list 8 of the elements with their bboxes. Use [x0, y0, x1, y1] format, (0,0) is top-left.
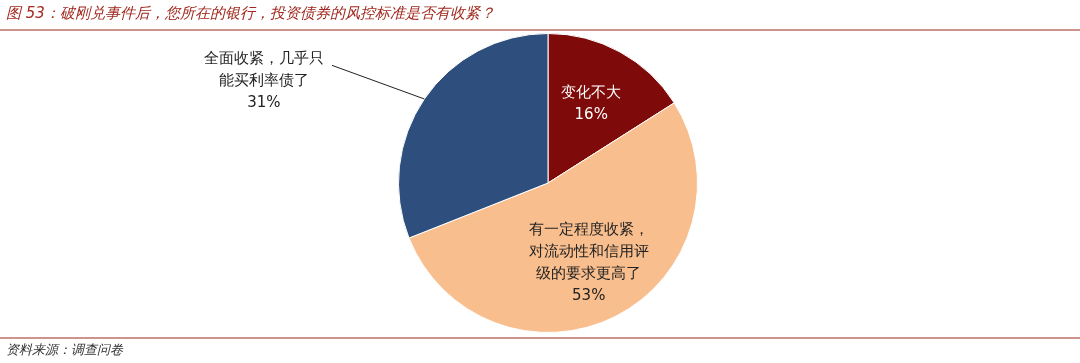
text: 资料来源：调查问卷 — [6, 342, 124, 358]
slice-label: 有一定程度收紧，对流动性和信用评级的要求更高了 — [528, 219, 649, 282]
data-label: 16% — [574, 105, 608, 124]
chart-title: 图 53：破刚兑事件后，您所在的银行，投资债券的风控标准是否有收紧？ — [6, 3, 495, 22]
slice-label: 全面收紧，几乎只能买利率债了 — [203, 49, 324, 90]
slice-label: 变化不大 — [561, 83, 622, 102]
data-label: 53% — [572, 285, 606, 304]
data-label: 31% — [247, 93, 281, 112]
